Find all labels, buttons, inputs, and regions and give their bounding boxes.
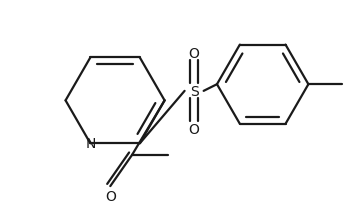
- Text: S: S: [190, 84, 198, 98]
- Text: O: O: [189, 47, 199, 60]
- Text: O: O: [189, 122, 199, 136]
- Text: O: O: [105, 189, 116, 203]
- Text: N: N: [85, 137, 96, 151]
